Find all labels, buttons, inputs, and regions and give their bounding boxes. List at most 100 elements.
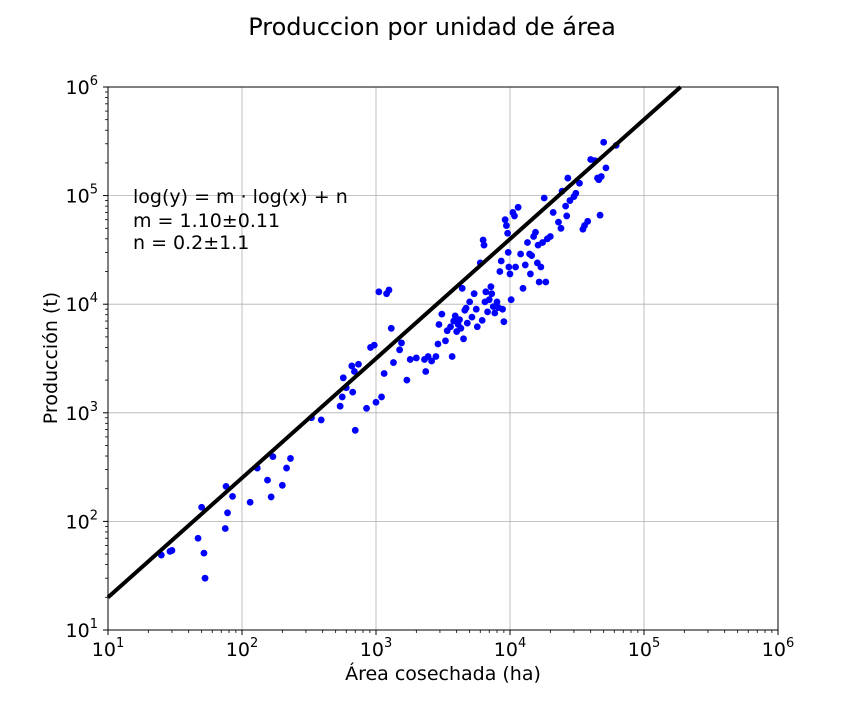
data-point bbox=[535, 278, 543, 286]
data-point bbox=[317, 416, 325, 424]
data-point bbox=[351, 426, 359, 434]
data-point bbox=[412, 354, 420, 362]
data-point bbox=[499, 305, 506, 313]
data-point bbox=[463, 319, 471, 327]
x-axis-label: Área cosechada (ha) bbox=[345, 662, 541, 685]
data-point bbox=[351, 368, 358, 375]
data-point bbox=[600, 138, 608, 146]
data-point bbox=[194, 534, 202, 542]
data-point bbox=[442, 337, 449, 345]
y-axis-ticks: 101 102 103 104 105 106 bbox=[66, 74, 108, 642]
x-tick-label: 102 bbox=[226, 636, 258, 661]
data-point bbox=[434, 340, 442, 348]
data-point bbox=[564, 174, 572, 182]
data-point bbox=[470, 290, 478, 298]
data-point bbox=[447, 323, 454, 331]
data-point bbox=[338, 393, 346, 401]
data-point bbox=[370, 341, 378, 349]
y-tick-label: 102 bbox=[66, 508, 98, 533]
data-point bbox=[403, 376, 411, 384]
x-tick-label: 103 bbox=[360, 636, 392, 661]
y-tick-label: 101 bbox=[66, 617, 98, 642]
data-point bbox=[224, 509, 231, 517]
data-point bbox=[496, 268, 504, 275]
data-point bbox=[563, 212, 571, 220]
data-point bbox=[489, 303, 497, 311]
data-point bbox=[432, 353, 440, 360]
data-point bbox=[339, 374, 347, 382]
data-point bbox=[349, 388, 357, 396]
data-point bbox=[406, 356, 414, 363]
data-point bbox=[512, 263, 519, 271]
data-point bbox=[246, 498, 254, 506]
data-point bbox=[385, 286, 393, 294]
data-point bbox=[283, 464, 290, 472]
data-point bbox=[466, 298, 474, 306]
data-point bbox=[501, 216, 509, 224]
data-point bbox=[462, 304, 470, 312]
data-point bbox=[485, 296, 493, 304]
data-point bbox=[519, 284, 527, 292]
data-point bbox=[480, 241, 488, 249]
y-axis-label: Producción (t) bbox=[40, 292, 62, 424]
fit-slope: m = 1.10±0.11 bbox=[133, 210, 280, 232]
data-point bbox=[375, 288, 383, 296]
data-point bbox=[458, 284, 466, 292]
data-point bbox=[472, 305, 480, 313]
y-tick-label: 104 bbox=[66, 291, 98, 316]
data-point bbox=[278, 481, 286, 489]
x-tick-label: 101 bbox=[92, 636, 124, 661]
data-point bbox=[493, 298, 501, 306]
data-point bbox=[438, 310, 446, 318]
data-point bbox=[348, 362, 356, 370]
data-point bbox=[398, 339, 405, 347]
data-point bbox=[527, 270, 534, 278]
data-point bbox=[572, 189, 580, 197]
data-point bbox=[521, 261, 529, 269]
data-point bbox=[287, 455, 294, 462]
data-point bbox=[200, 549, 208, 557]
data-point bbox=[482, 288, 490, 296]
data-point bbox=[372, 398, 380, 406]
fit-line bbox=[106, 85, 682, 599]
data-point bbox=[546, 233, 554, 240]
data-point bbox=[488, 290, 496, 298]
data-point bbox=[456, 316, 463, 324]
fit-annotation: log(y) = m · log(x) + n m = 1.10±0.11 n … bbox=[133, 186, 348, 254]
data-point bbox=[448, 353, 456, 360]
data-point bbox=[540, 194, 548, 202]
data-point bbox=[479, 236, 487, 244]
y-tick-label: 106 bbox=[66, 74, 98, 99]
chart-title: Produccion por unidad de área bbox=[248, 13, 616, 41]
data-point bbox=[264, 476, 271, 484]
data-point bbox=[504, 229, 512, 237]
data-point bbox=[511, 212, 518, 220]
data-point bbox=[487, 283, 495, 291]
data-point bbox=[532, 228, 539, 236]
data-point bbox=[363, 404, 370, 412]
data-point bbox=[201, 574, 209, 582]
data-point bbox=[387, 324, 395, 332]
data-point bbox=[478, 316, 486, 324]
data-point bbox=[524, 239, 531, 246]
data-point bbox=[528, 252, 536, 260]
data-point bbox=[428, 357, 436, 365]
fit-formula: log(y) = m · log(x) + n bbox=[133, 186, 348, 208]
data-point bbox=[336, 402, 344, 410]
y-tick-label: 103 bbox=[66, 400, 98, 425]
data-point bbox=[504, 248, 512, 256]
grid-lines bbox=[107, 86, 779, 631]
data-point bbox=[221, 525, 229, 532]
data-point bbox=[576, 179, 583, 187]
data-point bbox=[460, 335, 467, 343]
data-point bbox=[602, 164, 610, 172]
data-point bbox=[507, 296, 515, 304]
data-point bbox=[506, 270, 514, 278]
data-point bbox=[198, 503, 206, 511]
data-point bbox=[517, 250, 525, 258]
data-point bbox=[390, 359, 397, 366]
data-point bbox=[597, 173, 605, 180]
data-point bbox=[584, 217, 592, 225]
data-point bbox=[539, 239, 546, 246]
